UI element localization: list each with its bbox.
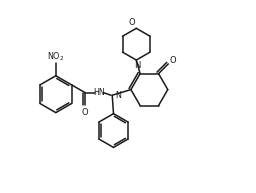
Text: NO$_2$: NO$_2$ [47, 50, 65, 63]
Text: HN: HN [93, 88, 105, 97]
Text: N: N [134, 61, 141, 70]
Text: O: O [169, 56, 176, 65]
Text: O: O [128, 18, 135, 27]
Text: O: O [81, 108, 88, 117]
Text: N: N [115, 91, 121, 100]
